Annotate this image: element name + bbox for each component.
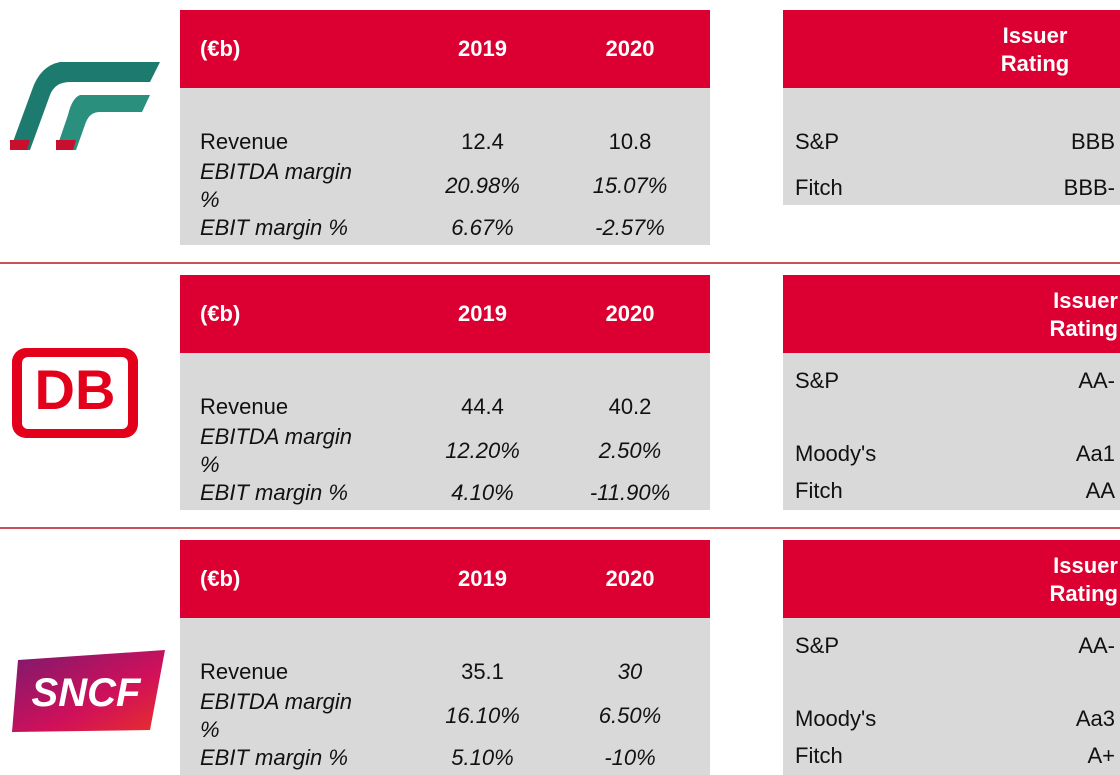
- row-label: EBITDA margin %: [200, 424, 353, 477]
- row-label: EBITDA margin %: [200, 689, 353, 742]
- cell: 6.50%: [598, 703, 662, 728]
- rating-body-bg: [783, 88, 1120, 205]
- rating-value: Aa3: [1075, 706, 1115, 731]
- cell: 30: [617, 659, 643, 684]
- header-cell: 2019: [458, 301, 507, 326]
- table-header-bg: [180, 275, 710, 353]
- header-cell: (€b): [200, 566, 241, 591]
- cell: 16.10%: [445, 703, 520, 728]
- rating-value: AA-: [1078, 633, 1115, 658]
- cell: 4.10%: [451, 480, 514, 505]
- row-label: EBITDA margin %: [200, 159, 353, 212]
- row-label: EBIT margin %: [200, 215, 348, 240]
- cell: 40.2: [608, 394, 652, 419]
- rating-header-bg: [783, 540, 1120, 618]
- row-label: Revenue: [200, 129, 289, 154]
- table-body-bg: [180, 88, 710, 245]
- rating-agency: Fitch: [795, 478, 843, 503]
- rating-agency: Moody's: [795, 706, 877, 731]
- separator: [0, 527, 1120, 529]
- rating-agency: S&P: [795, 368, 840, 393]
- table-body-bg: [180, 618, 710, 775]
- cell: 6.67%: [451, 215, 514, 240]
- cell: 10.8: [608, 129, 652, 154]
- header-cell: (€b): [200, 301, 241, 326]
- header-cell: (€b): [200, 36, 241, 61]
- table-header-bg: [180, 10, 710, 88]
- rating-agency: Fitch: [795, 175, 843, 200]
- cell: 12.4: [461, 129, 504, 154]
- header-cell: 2020: [605, 566, 655, 591]
- rating-header: Issuer Rating: [1000, 23, 1070, 76]
- row-label: Revenue: [200, 394, 289, 419]
- cell: -10%: [604, 745, 656, 770]
- rating-header: Issuer Rating: [1049, 553, 1118, 606]
- cell: 35.1: [461, 659, 504, 684]
- separator: [0, 262, 1120, 264]
- row-label: EBIT margin %: [200, 480, 348, 505]
- rating-value: A+: [1087, 743, 1115, 768]
- rating-value: BBB-: [1063, 175, 1115, 200]
- fs-logo: [10, 62, 160, 150]
- rating-header-bg: [783, 275, 1120, 353]
- rating-agency: S&P: [795, 633, 840, 658]
- rating-value: Aa1: [1075, 441, 1115, 466]
- sncf-logo: SNCF: [12, 650, 165, 732]
- db-logo: DB: [12, 348, 138, 438]
- cell: 44.4: [461, 394, 504, 419]
- rating-header-bg: [783, 10, 1120, 88]
- header-cell: 2019: [458, 566, 507, 591]
- rating-value: BBB: [1070, 129, 1115, 154]
- rating-header: Issuer Rating: [1049, 288, 1118, 341]
- cell: 5.10%: [451, 745, 514, 770]
- cell: 20.98%: [445, 173, 520, 198]
- rating-body-bg: [783, 353, 1120, 510]
- header-cell: 2020: [605, 36, 655, 61]
- rating-agency: Fitch: [795, 743, 843, 768]
- cell: 12.20%: [445, 438, 520, 463]
- rating-value: AA: [1085, 478, 1115, 503]
- cell: 15.07%: [592, 173, 668, 198]
- rating-agency: Moody's: [795, 441, 877, 466]
- logo-text: DB: [35, 358, 116, 421]
- table-header-bg: [180, 540, 710, 618]
- cell: -11.90%: [589, 480, 671, 505]
- cell: -2.57%: [595, 215, 665, 240]
- row-label: Revenue: [200, 659, 289, 684]
- rating-value: AA-: [1078, 368, 1115, 393]
- rating-body-bg: [783, 618, 1120, 775]
- table-body-bg: [180, 353, 710, 510]
- header-cell: 2020: [605, 301, 655, 326]
- rating-agency: S&P: [795, 129, 840, 154]
- logo-text: SNCF: [32, 671, 142, 715]
- cell: 2.50%: [598, 438, 662, 463]
- header-cell: 2019: [458, 36, 507, 61]
- row-label: EBIT margin %: [200, 745, 348, 770]
- logos: DB SNCF: [10, 62, 165, 732]
